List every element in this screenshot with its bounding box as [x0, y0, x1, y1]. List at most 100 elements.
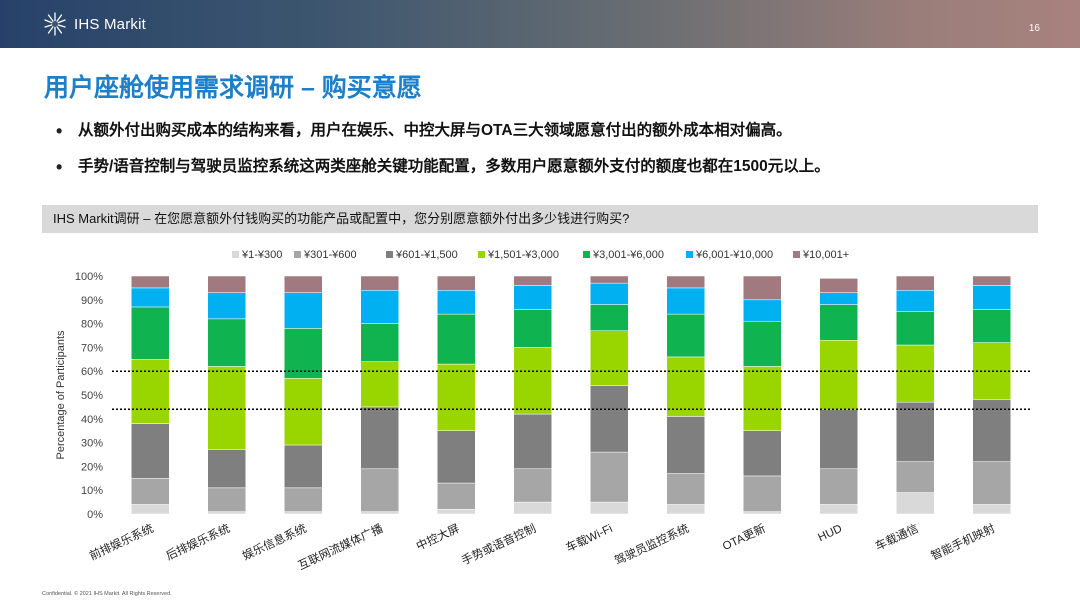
header-bar: IHS Markit 16 [0, 0, 1080, 48]
x-category-label: OTA更新 [720, 521, 768, 553]
bar-segment [360, 290, 399, 324]
brand-logo: IHS Markit [42, 12, 146, 36]
y-tick-label: 80% [81, 319, 103, 331]
bar-segment [819, 409, 858, 470]
bar-segment [360, 406, 399, 470]
bar-segment [590, 501, 629, 515]
bar-segment [284, 511, 323, 515]
bar-segment [437, 313, 476, 365]
bar-segment [666, 356, 705, 417]
ihs-starburst-icon [44, 12, 66, 36]
bullet-item: 从额外付出购买成本的结构来看，用户在娱乐、中控大屏与OTA三大领域愿意付出的额外… [56, 120, 1046, 156]
bar-segment [360, 361, 399, 408]
bar-segment [666, 416, 705, 474]
bar-segment [207, 275, 246, 293]
bar-segment [131, 287, 170, 308]
legend-swatch [294, 251, 301, 258]
bar-segment [207, 318, 246, 367]
legend-label: ¥1,501-¥3,000 [487, 249, 559, 261]
bar-segment [896, 344, 935, 403]
legend-swatch [583, 251, 590, 258]
bar-segment [131, 275, 170, 289]
bar-segment [896, 492, 935, 515]
bar-segment [284, 487, 323, 512]
bar-segment [590, 275, 629, 284]
x-category-label: 车载通信 [873, 521, 921, 553]
y-tick-label: 40% [81, 414, 103, 426]
bar-segment [743, 299, 782, 322]
bullet-item: 手势/语音控制与驾驶员监控系统这两类座舱关键功能配置，多数用户愿意额外支付的额度… [56, 156, 1046, 192]
bar-segment [437, 508, 476, 515]
bar-segment [437, 363, 476, 431]
brand-name: IHS Markit [74, 15, 147, 33]
bar-segment [590, 385, 629, 453]
legend-label: ¥3,001-¥6,000 [592, 249, 664, 261]
bar-segment [819, 292, 858, 305]
bar-segment [896, 401, 935, 462]
x-category-label: 后排娱乐系统 [164, 521, 233, 563]
bar-segment [513, 347, 552, 415]
legend-swatch [478, 251, 485, 258]
x-category-label: HUD [816, 523, 844, 544]
bar-segment [513, 468, 552, 503]
bar-segment [666, 275, 705, 289]
bar-segment [666, 313, 705, 358]
bar-segment [666, 287, 705, 315]
chart-header: IHS Markit调研 – 在您愿意额外付钱购买的功能产品或配置中，您分别愿意… [42, 205, 1038, 233]
bar-segment [743, 511, 782, 515]
bar-segment [743, 430, 782, 477]
bar-segment [131, 306, 170, 360]
bar-segment [590, 282, 629, 305]
bar-segment [819, 468, 858, 505]
x-category-label: 智能手机映射 [929, 521, 998, 563]
y-tick-label: 20% [81, 461, 103, 473]
y-tick-label: 50% [81, 390, 103, 402]
bar-segment [360, 323, 399, 362]
bar-segment [360, 468, 399, 512]
bar-segment [437, 290, 476, 315]
legend-label: ¥601-¥1,500 [395, 249, 458, 261]
bar-segment [284, 328, 323, 379]
legend-swatch [793, 251, 800, 258]
y-axis-title: Percentage of Participants [55, 330, 67, 460]
bar-segment [437, 482, 476, 510]
bar-segment [360, 275, 399, 291]
bar-segment [207, 366, 246, 450]
x-category-label: 娱乐信息系统 [240, 521, 309, 563]
bar-segment [666, 504, 705, 515]
bar-segment [819, 278, 858, 293]
bar-segment [131, 359, 170, 424]
bar-segment [896, 461, 935, 493]
bar-segment [819, 304, 858, 341]
bar-segment [513, 501, 552, 515]
bar-segment [819, 340, 858, 410]
slide-title: 用户座舱使用需求调研 – 购买意愿 [44, 74, 422, 102]
bar-segment [513, 413, 552, 470]
footer-copyright: Confidential. © 2021 IHS Markit. All Rig… [42, 591, 172, 597]
bar-segment [972, 504, 1011, 515]
bar-segment [743, 275, 782, 301]
y-tick-label: 10% [81, 485, 103, 497]
legend-swatch [686, 251, 693, 258]
bar-segment [437, 275, 476, 291]
bar-segment [207, 449, 246, 489]
bar-segment [743, 475, 782, 512]
bar-segment [360, 511, 399, 515]
x-category-label: 中控大屏 [414, 521, 462, 553]
bar-segment [590, 304, 629, 331]
bar-segment [743, 366, 782, 431]
y-tick-label: 60% [81, 366, 103, 378]
bar-segment [131, 478, 170, 505]
bar-segment [284, 292, 323, 329]
bar-segment [896, 311, 935, 346]
y-tick-label: 90% [81, 295, 103, 307]
y-tick-label: 70% [81, 342, 103, 354]
bar-segment [896, 290, 935, 312]
legend-label: ¥10,001+ [802, 249, 849, 261]
bar-segment [207, 511, 246, 515]
legend-label: ¥6,001-¥10,000 [695, 249, 773, 261]
bar-segment [666, 473, 705, 505]
bar-segment [972, 309, 1011, 343]
bar-segment [207, 487, 246, 512]
